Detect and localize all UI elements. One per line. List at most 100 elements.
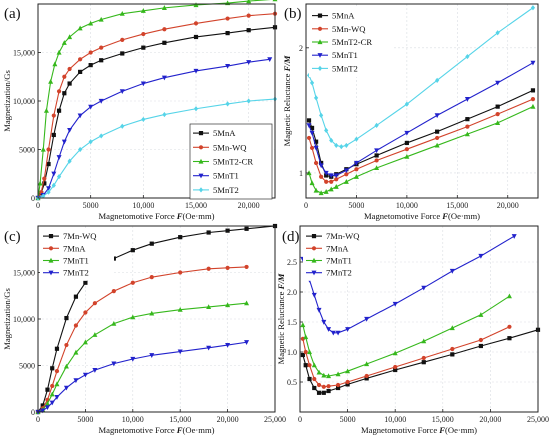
y-tick-label: 2.5 (287, 258, 297, 267)
x-tick-label: 20,000 (479, 415, 501, 424)
data-point (244, 264, 249, 270)
data-point (353, 160, 359, 166)
legend-marker (48, 246, 54, 251)
data-point (162, 40, 167, 45)
legend-marker (48, 257, 54, 263)
data-point (449, 325, 455, 331)
data-point (40, 403, 45, 408)
data-point (162, 27, 167, 32)
data-point (63, 385, 69, 391)
y-axis-label: Magnetization/Gs (2, 70, 12, 132)
y-tick-label: 15,000 (13, 49, 35, 58)
series-5MnA (35, 25, 278, 201)
data-point (67, 128, 73, 133)
y-tick-label: 0 (31, 408, 35, 417)
data-point (303, 363, 308, 368)
data-point (206, 304, 212, 310)
chart-panel-2: 0 5000 10,000 15,000 20,000 1 2 Magnetomotive F… (282, 3, 539, 221)
data-point (88, 50, 93, 55)
y-axis-label-text: Magnetic Reluctance (282, 71, 292, 146)
legend: 7Mn-WQ 7MnA 7MnT1 7MnT2 (303, 228, 373, 281)
data-point (92, 301, 97, 306)
data-point (495, 112, 500, 117)
data-point (495, 30, 500, 36)
data-point (328, 186, 334, 192)
y-axis-label: Magnetic Reluctance F/M (282, 55, 292, 146)
x-tick-label: 25,000 (527, 415, 549, 424)
data-point (54, 368, 60, 374)
data-point (225, 302, 231, 308)
data-point (326, 384, 331, 389)
data-point (88, 104, 94, 110)
data-point (374, 158, 379, 163)
data-point (345, 379, 350, 385)
data-point (88, 20, 94, 26)
data-point (42, 181, 47, 186)
data-point (161, 5, 167, 10)
series-5MnT2-CR (306, 103, 536, 196)
series-5Mn-WQ (306, 97, 536, 184)
data-point (99, 133, 104, 139)
series-line (37, 266, 247, 413)
x-tick-label: 10,000 (396, 201, 418, 210)
data-point (339, 144, 344, 150)
data-point (450, 352, 455, 357)
data-point (246, 28, 251, 33)
legend-label: 5MnT2 (332, 63, 358, 73)
data-point (364, 376, 369, 381)
data-point (404, 140, 409, 146)
series-line (37, 341, 247, 413)
data-point (246, 98, 251, 104)
data-point (313, 187, 319, 193)
data-point (345, 382, 350, 387)
y-tick-label: 2 (299, 44, 303, 53)
legend-label: 7MnT1 (326, 256, 352, 266)
data-point (300, 352, 305, 358)
data-point (111, 289, 116, 294)
data-point (56, 155, 62, 160)
data-point (77, 113, 83, 119)
plot-frame (299, 225, 539, 413)
data-point (49, 400, 55, 406)
data-point (141, 116, 146, 123)
data-point (149, 275, 154, 280)
legend-marker (317, 65, 323, 71)
data-point (119, 89, 125, 94)
x-axis-label-unit: (Oe·mm) (183, 425, 215, 435)
legend: 5MnA 5Mn-WQ 5MnT2-CR 5MnT1 5MnT2 (309, 7, 393, 77)
x-tick-label: 5000 (348, 201, 364, 210)
data-point (73, 323, 79, 328)
data-point (434, 142, 440, 148)
data-point (306, 118, 312, 123)
x-axis-label-text: Magnetomotive Force (361, 425, 439, 435)
legend-label: 7MnA (63, 243, 86, 253)
data-point (206, 345, 212, 351)
data-point (344, 172, 349, 177)
data-point (51, 113, 56, 118)
data-point (50, 383, 55, 389)
legend-label: 5MnT2-CR (332, 37, 372, 47)
data-point (177, 307, 183, 312)
x-tick-label: 15,000 (185, 201, 207, 210)
x-axis-label-text: Magnetomotive Force (364, 211, 442, 221)
data-point (45, 387, 50, 392)
x-tick-label: 0 (298, 415, 302, 424)
data-point (73, 294, 79, 299)
data-point (130, 248, 135, 253)
x-axis-label: Magnetomotive Force F(Oe·mm) (364, 211, 480, 221)
data-point (225, 342, 231, 348)
data-point (530, 5, 536, 11)
data-point (40, 408, 46, 414)
data-point (404, 153, 410, 159)
data-point (149, 241, 154, 246)
data-point (193, 21, 199, 26)
series-line (37, 13, 276, 199)
data-point (244, 340, 250, 345)
data-point (478, 312, 484, 317)
data-point (225, 16, 230, 21)
data-point (530, 97, 536, 102)
data-point (335, 371, 341, 377)
data-point (88, 139, 93, 145)
series-5MnT1 (306, 60, 536, 179)
legend-marker (311, 257, 317, 263)
